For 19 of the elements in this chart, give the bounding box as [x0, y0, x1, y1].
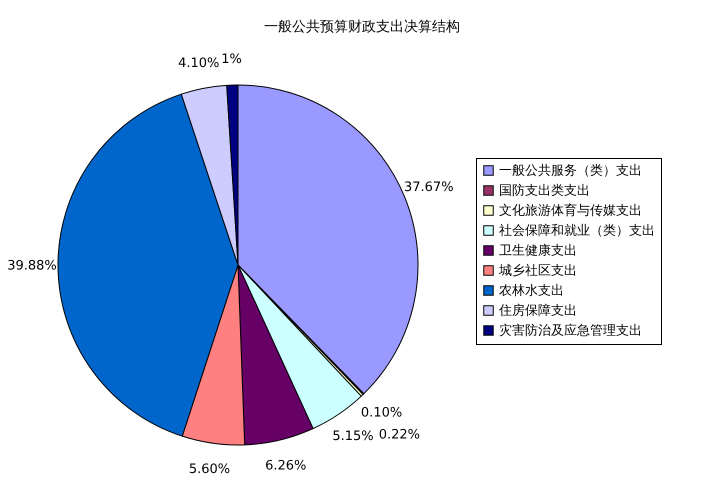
legend-label: 农林水支出: [499, 284, 564, 298]
data-label: 37.67%: [404, 180, 454, 196]
legend-label: 卫生健康支出: [499, 244, 577, 258]
data-label: 0.22%: [378, 427, 420, 442]
chart-title: 一般公共预算财政支出决算结构: [264, 19, 460, 35]
legend-label: 城乡社区支出: [498, 264, 577, 278]
legend-label: 住房保障支出: [498, 302, 577, 318]
data-label: 5.60%: [188, 462, 230, 478]
data-label: 6.26%: [265, 458, 306, 474]
data-label: 5.15%: [332, 428, 374, 444]
legend-label: 灾害防治及应急管理支出: [499, 322, 642, 338]
legend-label: 一般公共服务（类）支出: [499, 164, 642, 178]
legend-label: 社会保障和就业（类）支出: [499, 224, 655, 238]
legend-label: 国防支出类支出: [499, 184, 590, 198]
data-label: 39.88%: [7, 258, 57, 274]
data-label: 1%: [221, 52, 242, 68]
data-label: 0.10%: [360, 406, 402, 421]
data-label: 4.10%: [178, 56, 220, 71]
legend-label: 文化旅游体育与传媒支出: [499, 202, 642, 218]
